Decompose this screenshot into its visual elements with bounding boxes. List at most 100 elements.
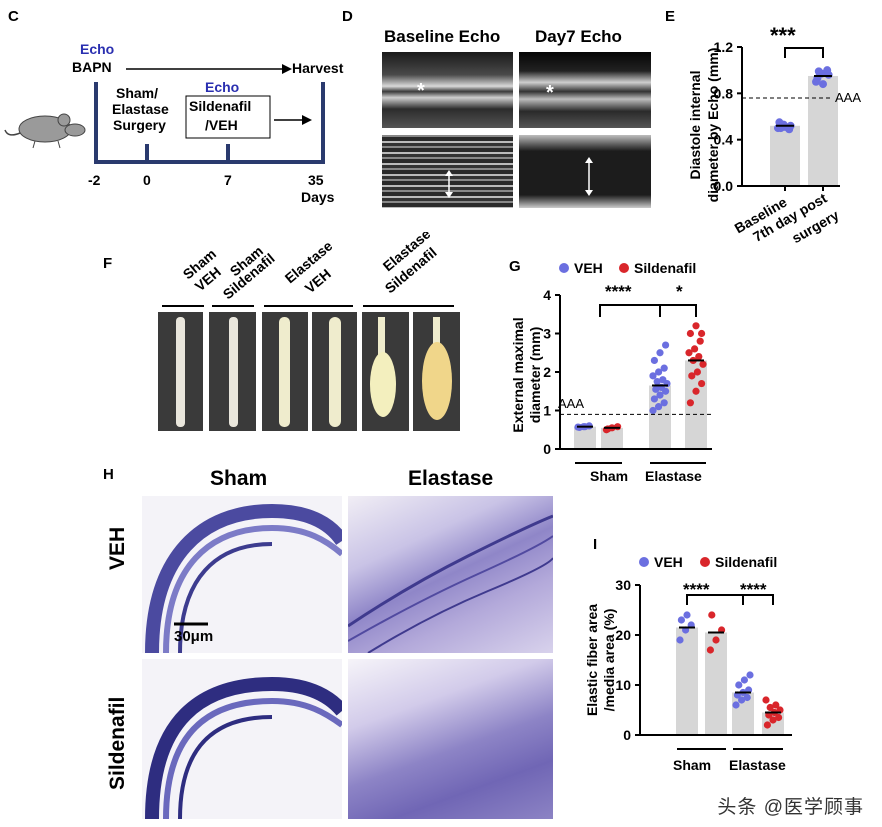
aorta-photo-sham-veh — [158, 312, 203, 431]
i-point — [732, 701, 740, 709]
surgery-line-1: Sham/ — [116, 85, 159, 101]
g-point — [656, 349, 664, 357]
harvest-label: Harvest — [292, 60, 344, 76]
g-point — [698, 379, 706, 388]
g-point — [650, 356, 658, 365]
g-point — [650, 395, 658, 403]
e-aaa-label: AAA — [835, 90, 861, 105]
day-tick-35: 35 — [308, 172, 324, 188]
i-point — [738, 696, 746, 704]
days-label: Days — [301, 189, 335, 205]
g-point — [693, 368, 701, 376]
baseline-echo-bmode: * — [382, 52, 513, 128]
echo-label-top: Echo — [80, 41, 115, 57]
i-xcat-elastase: Elastase — [729, 757, 786, 773]
aorta-photo-elastase-sildenafil-1 — [362, 312, 409, 431]
g-point — [695, 353, 703, 361]
panel-f-headers: Sham VEH Sham Sildenafil Elastase VEH El… — [162, 232, 454, 307]
i-xcat-sham: Sham — [673, 757, 711, 773]
g-point — [692, 322, 700, 330]
e-ytick-label: 0.8 — [714, 85, 734, 101]
g-ytick-label: 4 — [543, 287, 551, 303]
g-point — [692, 387, 700, 395]
bapn-label: BAPN — [72, 59, 112, 75]
g-point — [686, 399, 694, 407]
g-point — [686, 329, 694, 338]
g-ylabel-2: diameter (mm) — [527, 327, 543, 423]
i-ytick-label: 30 — [615, 577, 631, 593]
day7-echo-title: Day7 Echo — [535, 27, 622, 46]
g-point — [659, 376, 667, 384]
g-point — [685, 349, 693, 357]
e-ylabel-2: diameter by Echo (mm) — [705, 48, 721, 203]
g-ytick-label: 1 — [543, 403, 551, 419]
histology-elastase-veh — [348, 496, 553, 653]
panel-d-letter: D — [342, 8, 353, 25]
g-point — [655, 368, 663, 376]
e-point — [814, 67, 823, 76]
lumen-marker: * — [417, 80, 425, 102]
g-point — [656, 391, 664, 399]
surgery-line-3: Surgery — [113, 117, 166, 133]
g-aaa-label: AAA — [558, 396, 584, 411]
g-point — [655, 403, 663, 411]
i-point — [683, 611, 691, 619]
histology-sham-sildenafil — [142, 659, 342, 819]
panel-e-letter: E — [665, 8, 676, 25]
watermark: 头条 @医学顾事 — [717, 797, 864, 818]
histology-elastase-sildenafil — [348, 659, 553, 819]
i-point — [708, 611, 716, 619]
g-legend-veh-marker — [559, 263, 569, 273]
i-point — [743, 693, 751, 702]
i-point — [769, 716, 777, 724]
panel-f-letter: F — [103, 255, 113, 272]
g-ytick-label: 2 — [543, 364, 551, 380]
h-row-sildenafil: Sildenafil — [106, 696, 129, 790]
e-ylabel-1: Diastole internal — [687, 71, 703, 180]
i-sig-1: **** — [683, 580, 710, 599]
g-sig-bracket-1 — [599, 304, 661, 317]
i-legend-veh: VEH — [654, 554, 683, 570]
panel-c-letter: C — [8, 8, 19, 25]
surgery-line-2: Elastase — [112, 101, 169, 117]
i-bar — [705, 632, 727, 735]
mouse-icon — [4, 113, 86, 149]
panel-g-letter: G — [509, 258, 521, 275]
g-point — [614, 423, 622, 431]
h-col-sham: Sham — [210, 467, 268, 490]
e-point — [819, 80, 827, 89]
lumen-marker: * — [546, 82, 554, 104]
chart-e: Diastole internal diameter by Echo (mm) … — [687, 23, 861, 246]
baseline-echo-title: Baseline Echo — [384, 27, 501, 46]
i-point — [735, 681, 743, 689]
i-bar — [676, 627, 698, 735]
g-point — [660, 364, 668, 372]
g-ytick-label: 0 — [543, 441, 551, 457]
g-legend-veh: VEH — [574, 260, 603, 276]
h-row-veh: VEH — [106, 526, 129, 570]
e-point — [824, 70, 833, 79]
g-point — [699, 360, 707, 368]
g-point — [652, 385, 660, 393]
i-point — [712, 636, 720, 644]
g-point — [649, 406, 657, 415]
i-sig-bracket-2 — [742, 594, 774, 605]
aorta-photo-elastase-veh-1 — [262, 312, 308, 431]
aorta-photo-elastase-sildenafil-2 — [413, 312, 460, 431]
g-point — [691, 345, 699, 353]
panel-h-letter: H — [103, 466, 114, 483]
i-point — [676, 636, 684, 644]
e-sig-bracket — [784, 47, 824, 58]
i-legend-sildenafil-marker — [700, 557, 710, 567]
i-point — [746, 671, 754, 679]
i-point — [677, 616, 685, 624]
h-col-elastase: Elastase — [408, 467, 494, 490]
g-sig-bracket-2 — [659, 304, 697, 317]
g-point — [649, 372, 657, 380]
e-ytick-label: 0.0 — [714, 178, 734, 194]
day7-echo-bmode: * — [519, 52, 651, 128]
i-point — [772, 701, 780, 709]
aorta-photo-elastase-veh-2 — [312, 312, 357, 431]
panel-i-letter: I — [593, 536, 598, 553]
i-point — [775, 713, 783, 722]
